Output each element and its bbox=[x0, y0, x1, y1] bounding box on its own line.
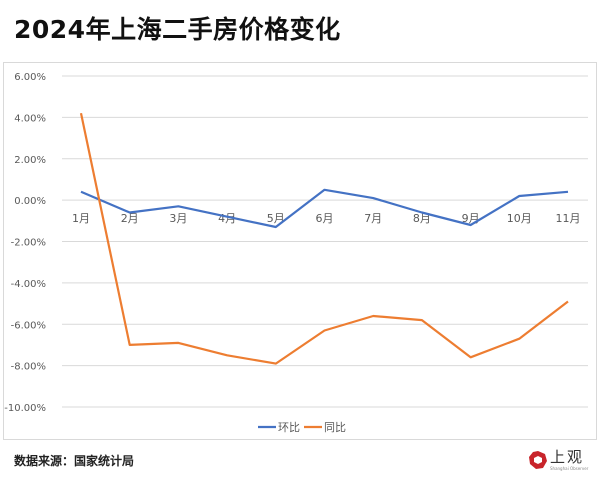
y-tick-label: -10.00% bbox=[4, 403, 46, 414]
x-tick-label: 5月 bbox=[267, 212, 285, 225]
page-title: 2024年上海二手房价格变化 bbox=[14, 15, 341, 44]
series-line-yoy bbox=[79, 112, 569, 365]
x-tick-label: 11月 bbox=[556, 212, 581, 225]
logo-text: 上观 bbox=[550, 448, 585, 466]
x-tick-label: 7月 bbox=[364, 212, 382, 225]
x-tick-label: 10月 bbox=[507, 212, 532, 225]
series-line-mom bbox=[80, 188, 569, 229]
data-source-note: 数据来源：国家统计局 bbox=[14, 454, 135, 468]
line-chart: 6.00% 4.00% 2.00% 0.00% -2.00% -4.00% -6.00% -8… bbox=[4, 72, 588, 434]
y-tick-label: -4.00% bbox=[11, 279, 46, 290]
legend-label-mom: 环比 bbox=[278, 421, 300, 434]
y-gridlines bbox=[62, 75, 588, 408]
chart-legend: 环比 同比 bbox=[258, 421, 346, 434]
x-tick-label: 2月 bbox=[121, 212, 139, 225]
x-tick-label: 3月 bbox=[169, 212, 187, 225]
x-axis-labels: 1月 2月 3月 4月 5月 6月 7月 8月 9月 10月 11月 bbox=[72, 212, 581, 225]
legend-label-yoy: 同比 bbox=[324, 421, 346, 434]
series-lines bbox=[79, 112, 569, 365]
shanghai-observer-logo-icon bbox=[529, 451, 547, 469]
y-tick-label: -8.00% bbox=[11, 362, 46, 373]
y-tick-label: 4.00% bbox=[14, 113, 46, 124]
x-tick-label: 6月 bbox=[316, 212, 334, 225]
chart-container: 6.00% 4.00% 2.00% 0.00% -2.00% -4.00% -6.00% -8… bbox=[3, 62, 597, 440]
x-tick-label: 8月 bbox=[413, 212, 431, 225]
y-tick-label: -2.00% bbox=[11, 238, 46, 249]
y-tick-label: 0.00% bbox=[14, 196, 46, 207]
y-tick-label: 6.00% bbox=[14, 72, 46, 83]
x-tick-label: 1月 bbox=[72, 212, 90, 225]
logo-subtext: Shanghai Observer bbox=[550, 466, 589, 471]
shanghai-observer-logo: 上观 Shanghai Observer bbox=[528, 446, 596, 476]
y-tick-label: 2.00% bbox=[14, 155, 46, 166]
y-axis-labels: 6.00% 4.00% 2.00% 0.00% -2.00% -4.00% -6.00% -8… bbox=[4, 72, 46, 414]
y-tick-label: -6.00% bbox=[11, 320, 46, 331]
